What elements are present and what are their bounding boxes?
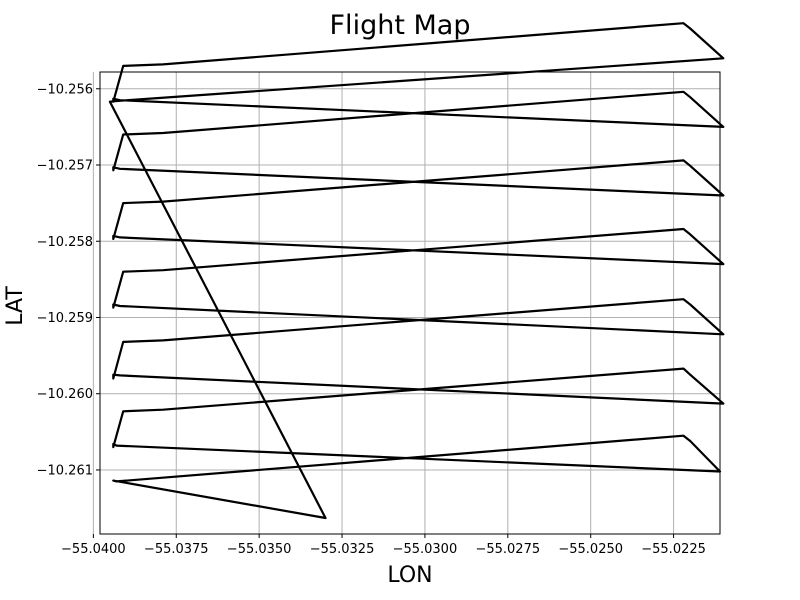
x-tick-label: −55.0225 xyxy=(641,542,706,557)
x-tick-label: −55.0375 xyxy=(144,542,209,557)
y-tick-label: −10.257 xyxy=(37,159,93,174)
y-axis-ticks: −10.256 −10.257 −10.258 −10.259 −10.260 −10.2… xyxy=(37,82,100,478)
y-tick-label: −10.256 xyxy=(37,82,93,97)
plot-frame xyxy=(99,71,721,535)
y-tick-label: −10.260 xyxy=(37,387,93,402)
y-axis-label: LAT xyxy=(3,286,28,326)
y-tick-label: −10.261 xyxy=(37,463,93,478)
x-tick-label: −55.0300 xyxy=(393,542,458,557)
x-axis-label: LON xyxy=(387,563,432,588)
y-tick-label: −10.259 xyxy=(37,311,93,326)
y-tick-label: −10.258 xyxy=(37,235,93,250)
x-axis-ticks: −55.0400 −55.0375 −55.0350 −55.0325 −55.0300… xyxy=(61,534,706,557)
x-tick-label: −55.0275 xyxy=(475,542,540,557)
x-tick-label: −55.0325 xyxy=(310,542,375,557)
x-tick-label: −55.0350 xyxy=(227,542,292,557)
chart-title: Flight Map xyxy=(330,10,471,41)
plot-area xyxy=(108,22,725,520)
x-tick-label: −55.0250 xyxy=(558,542,623,557)
x-tick-label: −55.0400 xyxy=(61,542,126,557)
flight-path-line xyxy=(108,22,725,520)
